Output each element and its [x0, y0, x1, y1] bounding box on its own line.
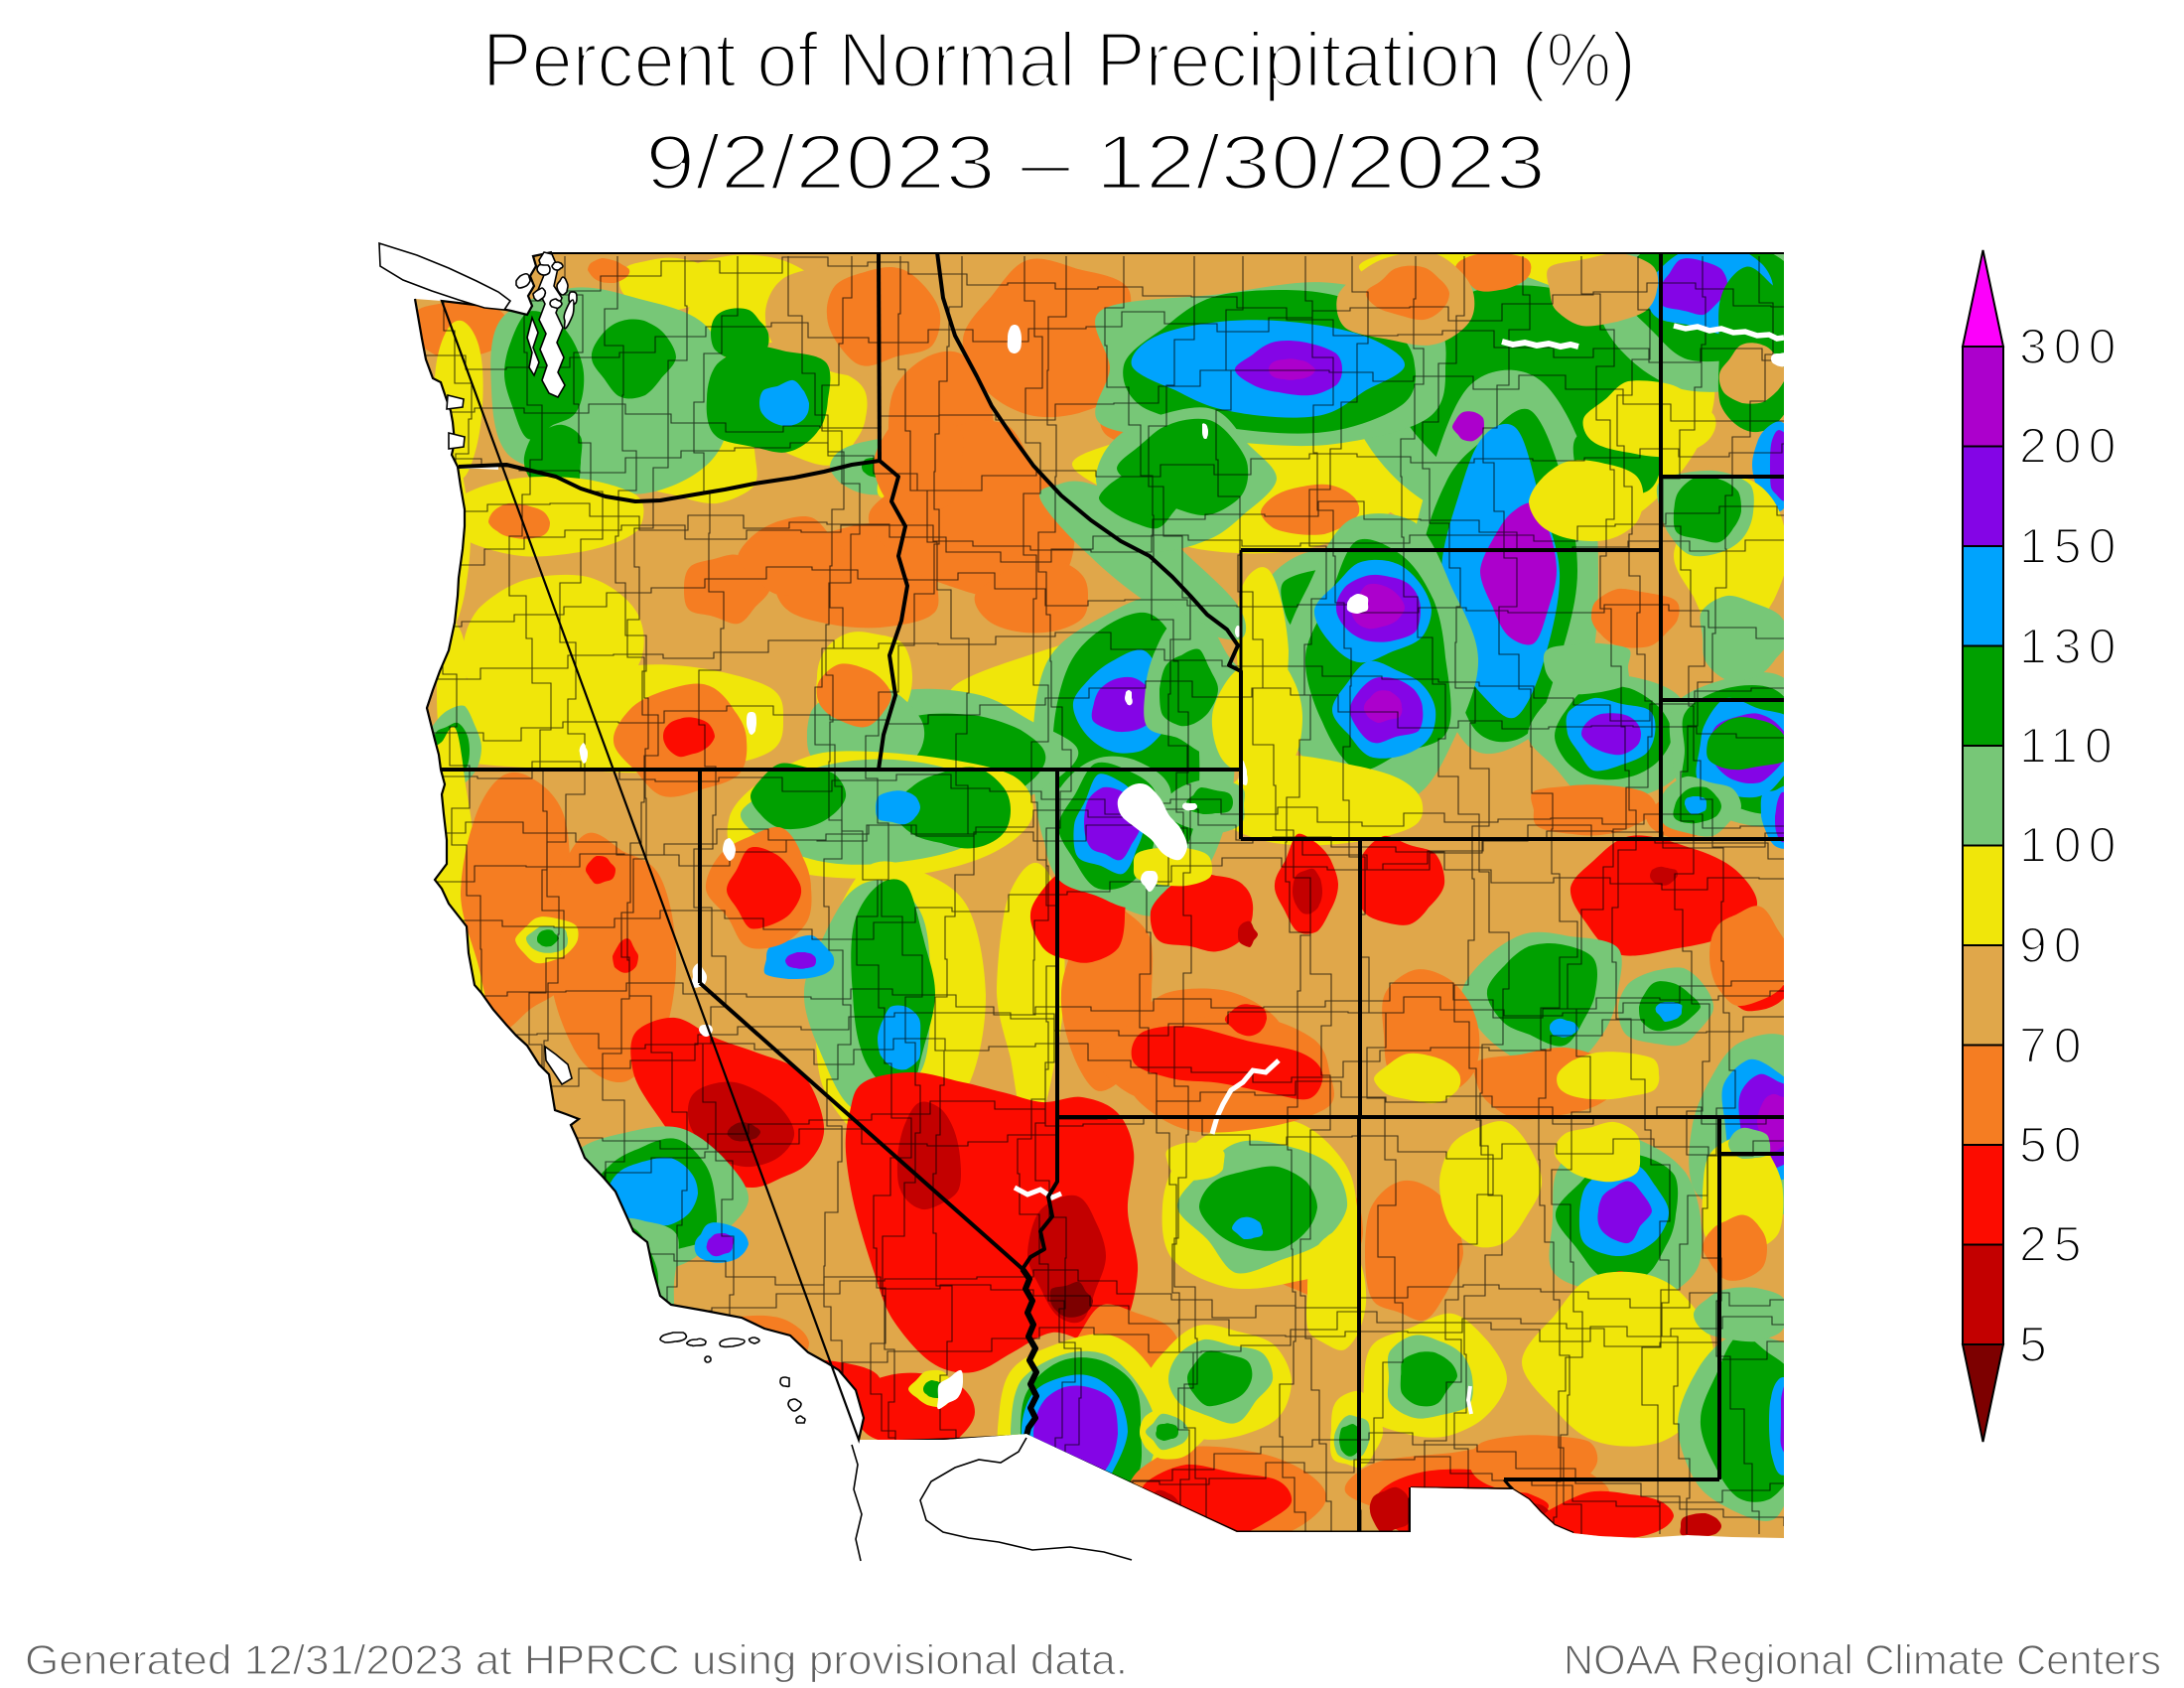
svg-text:Percent of Normal Precipitatio: Percent of Normal Precipitation (%) — [482, 16, 1636, 103]
svg-text:200: 200 — [2019, 418, 2122, 474]
svg-text:150: 150 — [2019, 518, 2122, 574]
svg-text:50: 50 — [2019, 1117, 2089, 1173]
svg-text:90: 90 — [2019, 917, 2089, 973]
svg-text:25: 25 — [2019, 1216, 2089, 1272]
svg-text:100: 100 — [2019, 817, 2122, 873]
svg-text:Generated 12/31/2023 at HPRCC: Generated 12/31/2023 at HPRCC using prov… — [25, 1636, 1128, 1683]
svg-text:130: 130 — [2019, 619, 2122, 674]
svg-text:300: 300 — [2019, 319, 2122, 374]
svg-text:70: 70 — [2019, 1018, 2089, 1073]
svg-text:5: 5 — [2019, 1317, 2054, 1372]
svg-text:110: 110 — [2019, 718, 2119, 774]
svg-text:NOAA Regional Climate Centers: NOAA Regional Climate Centers — [1564, 1636, 2161, 1683]
svg-text:9/2/2023 – 12/30/2023: 9/2/2023 – 12/30/2023 — [645, 118, 1546, 206]
